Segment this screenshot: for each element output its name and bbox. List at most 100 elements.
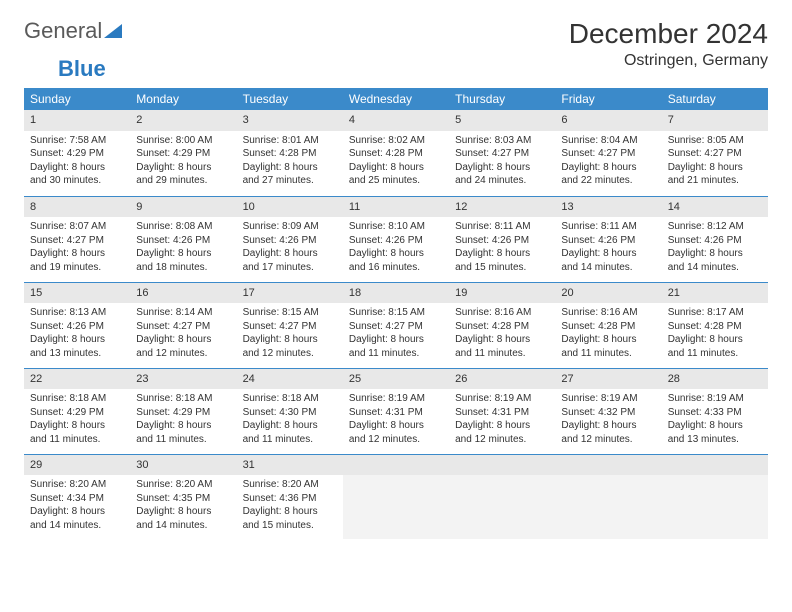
daylight-text: Daylight: 8 hours and 27 minutes. xyxy=(243,161,337,188)
daylight-text: Daylight: 8 hours and 11 minutes. xyxy=(561,333,655,360)
day-body: Sunrise: 8:18 AMSunset: 4:29 PMDaylight:… xyxy=(130,389,236,452)
sunset-text: Sunset: 4:27 PM xyxy=(561,147,655,161)
day-body: Sunrise: 8:09 AMSunset: 4:26 PMDaylight:… xyxy=(237,217,343,280)
daylight-text: Daylight: 8 hours and 15 minutes. xyxy=(455,247,549,274)
daylight-text: Daylight: 8 hours and 21 minutes. xyxy=(668,161,762,188)
daylight-text: Daylight: 8 hours and 13 minutes. xyxy=(30,333,124,360)
empty-daybody xyxy=(343,475,449,539)
day-number: 12 xyxy=(449,197,555,218)
sunset-text: Sunset: 4:31 PM xyxy=(349,406,443,420)
daylight-text: Daylight: 8 hours and 12 minutes. xyxy=(455,419,549,446)
sunset-text: Sunset: 4:26 PM xyxy=(349,234,443,248)
daylight-text: Daylight: 8 hours and 25 minutes. xyxy=(349,161,443,188)
day-body: Sunrise: 8:00 AMSunset: 4:29 PMDaylight:… xyxy=(130,131,236,194)
calendar-cell: 31Sunrise: 8:20 AMSunset: 4:36 PMDayligh… xyxy=(237,454,343,540)
calendar-cell: 18Sunrise: 8:15 AMSunset: 4:27 PMDayligh… xyxy=(343,282,449,368)
sunset-text: Sunset: 4:26 PM xyxy=(561,234,655,248)
sunrise-text: Sunrise: 8:10 AM xyxy=(349,220,443,234)
daylight-text: Daylight: 8 hours and 13 minutes. xyxy=(668,419,762,446)
calendar-cell: 11Sunrise: 8:10 AMSunset: 4:26 PMDayligh… xyxy=(343,196,449,282)
sunset-text: Sunset: 4:27 PM xyxy=(455,147,549,161)
calendar-week-row: 29Sunrise: 8:20 AMSunset: 4:34 PMDayligh… xyxy=(24,454,768,540)
day-body: Sunrise: 8:15 AMSunset: 4:27 PMDaylight:… xyxy=(343,303,449,366)
sunset-text: Sunset: 4:29 PM xyxy=(136,147,230,161)
daylight-text: Daylight: 8 hours and 11 minutes. xyxy=(349,333,443,360)
calendar-cell: 1Sunrise: 7:58 AMSunset: 4:29 PMDaylight… xyxy=(24,110,130,196)
daylight-text: Daylight: 8 hours and 11 minutes. xyxy=(30,419,124,446)
day-number: 8 xyxy=(24,197,130,218)
day-body: Sunrise: 8:12 AMSunset: 4:26 PMDaylight:… xyxy=(662,217,768,280)
day-number: 3 xyxy=(237,110,343,131)
sunrise-text: Sunrise: 8:07 AM xyxy=(30,220,124,234)
empty-daynum xyxy=(662,455,768,476)
day-body: Sunrise: 8:19 AMSunset: 4:31 PMDaylight:… xyxy=(449,389,555,452)
sunrise-text: Sunrise: 8:20 AM xyxy=(243,478,337,492)
day-body: Sunrise: 8:04 AMSunset: 4:27 PMDaylight:… xyxy=(555,131,661,194)
daylight-text: Daylight: 8 hours and 16 minutes. xyxy=(349,247,443,274)
sunrise-text: Sunrise: 8:19 AM xyxy=(455,392,549,406)
sunrise-text: Sunrise: 8:18 AM xyxy=(136,392,230,406)
calendar-cell: 10Sunrise: 8:09 AMSunset: 4:26 PMDayligh… xyxy=(237,196,343,282)
calendar-cell: 17Sunrise: 8:15 AMSunset: 4:27 PMDayligh… xyxy=(237,282,343,368)
day-body: Sunrise: 8:14 AMSunset: 4:27 PMDaylight:… xyxy=(130,303,236,366)
weekday-header: Friday xyxy=(555,88,661,110)
day-body: Sunrise: 8:20 AMSunset: 4:35 PMDaylight:… xyxy=(130,475,236,538)
day-body: Sunrise: 8:20 AMSunset: 4:36 PMDaylight:… xyxy=(237,475,343,538)
sunrise-text: Sunrise: 8:17 AM xyxy=(668,306,762,320)
day-number: 30 xyxy=(130,455,236,476)
sunrise-text: Sunrise: 8:04 AM xyxy=(561,134,655,148)
calendar-cell: 20Sunrise: 8:16 AMSunset: 4:28 PMDayligh… xyxy=(555,282,661,368)
daylight-text: Daylight: 8 hours and 18 minutes. xyxy=(136,247,230,274)
calendar-week-row: 1Sunrise: 7:58 AMSunset: 4:29 PMDaylight… xyxy=(24,110,768,196)
calendar-cell: 28Sunrise: 8:19 AMSunset: 4:33 PMDayligh… xyxy=(662,368,768,454)
sunrise-text: Sunrise: 8:02 AM xyxy=(349,134,443,148)
weekday-header: Monday xyxy=(130,88,236,110)
sunset-text: Sunset: 4:29 PM xyxy=(30,147,124,161)
sunset-text: Sunset: 4:28 PM xyxy=(349,147,443,161)
sunrise-text: Sunrise: 8:11 AM xyxy=(455,220,549,234)
day-number: 27 xyxy=(555,369,661,390)
calendar-cell: 19Sunrise: 8:16 AMSunset: 4:28 PMDayligh… xyxy=(449,282,555,368)
calendar-cell: 7Sunrise: 8:05 AMSunset: 4:27 PMDaylight… xyxy=(662,110,768,196)
calendar-cell xyxy=(555,454,661,540)
day-number: 2 xyxy=(130,110,236,131)
calendar-cell: 14Sunrise: 8:12 AMSunset: 4:26 PMDayligh… xyxy=(662,196,768,282)
sunrise-text: Sunrise: 8:20 AM xyxy=(30,478,124,492)
weekday-header: Sunday xyxy=(24,88,130,110)
day-number: 19 xyxy=(449,283,555,304)
sunset-text: Sunset: 4:27 PM xyxy=(30,234,124,248)
daylight-text: Daylight: 8 hours and 22 minutes. xyxy=(561,161,655,188)
sunset-text: Sunset: 4:26 PM xyxy=(136,234,230,248)
day-number: 13 xyxy=(555,197,661,218)
sunrise-text: Sunrise: 8:15 AM xyxy=(349,306,443,320)
daylight-text: Daylight: 8 hours and 17 minutes. xyxy=(243,247,337,274)
sunset-text: Sunset: 4:27 PM xyxy=(668,147,762,161)
daylight-text: Daylight: 8 hours and 14 minutes. xyxy=(561,247,655,274)
calendar-cell: 16Sunrise: 8:14 AMSunset: 4:27 PMDayligh… xyxy=(130,282,236,368)
sunset-text: Sunset: 4:26 PM xyxy=(668,234,762,248)
daylight-text: Daylight: 8 hours and 12 minutes. xyxy=(561,419,655,446)
day-number: 4 xyxy=(343,110,449,131)
calendar-cell: 9Sunrise: 8:08 AMSunset: 4:26 PMDaylight… xyxy=(130,196,236,282)
weekday-header: Thursday xyxy=(449,88,555,110)
sunrise-text: Sunrise: 8:15 AM xyxy=(243,306,337,320)
sunset-text: Sunset: 4:28 PM xyxy=(561,320,655,334)
day-number: 22 xyxy=(24,369,130,390)
daylight-text: Daylight: 8 hours and 29 minutes. xyxy=(136,161,230,188)
day-body: Sunrise: 8:20 AMSunset: 4:34 PMDaylight:… xyxy=(24,475,130,538)
empty-daynum xyxy=(555,455,661,476)
calendar-table: Sunday Monday Tuesday Wednesday Thursday… xyxy=(24,88,768,540)
day-number: 28 xyxy=(662,369,768,390)
day-body: Sunrise: 8:19 AMSunset: 4:32 PMDaylight:… xyxy=(555,389,661,452)
daylight-text: Daylight: 8 hours and 11 minutes. xyxy=(243,419,337,446)
calendar-cell: 23Sunrise: 8:18 AMSunset: 4:29 PMDayligh… xyxy=(130,368,236,454)
weekday-header-row: Sunday Monday Tuesday Wednesday Thursday… xyxy=(24,88,768,110)
sunset-text: Sunset: 4:26 PM xyxy=(243,234,337,248)
sunrise-text: Sunrise: 8:16 AM xyxy=(455,306,549,320)
calendar-cell: 30Sunrise: 8:20 AMSunset: 4:35 PMDayligh… xyxy=(130,454,236,540)
page-title: December 2024 xyxy=(569,18,768,50)
sunset-text: Sunset: 4:28 PM xyxy=(668,320,762,334)
sunrise-text: Sunrise: 8:14 AM xyxy=(136,306,230,320)
daylight-text: Daylight: 8 hours and 24 minutes. xyxy=(455,161,549,188)
daylight-text: Daylight: 8 hours and 12 minutes. xyxy=(136,333,230,360)
